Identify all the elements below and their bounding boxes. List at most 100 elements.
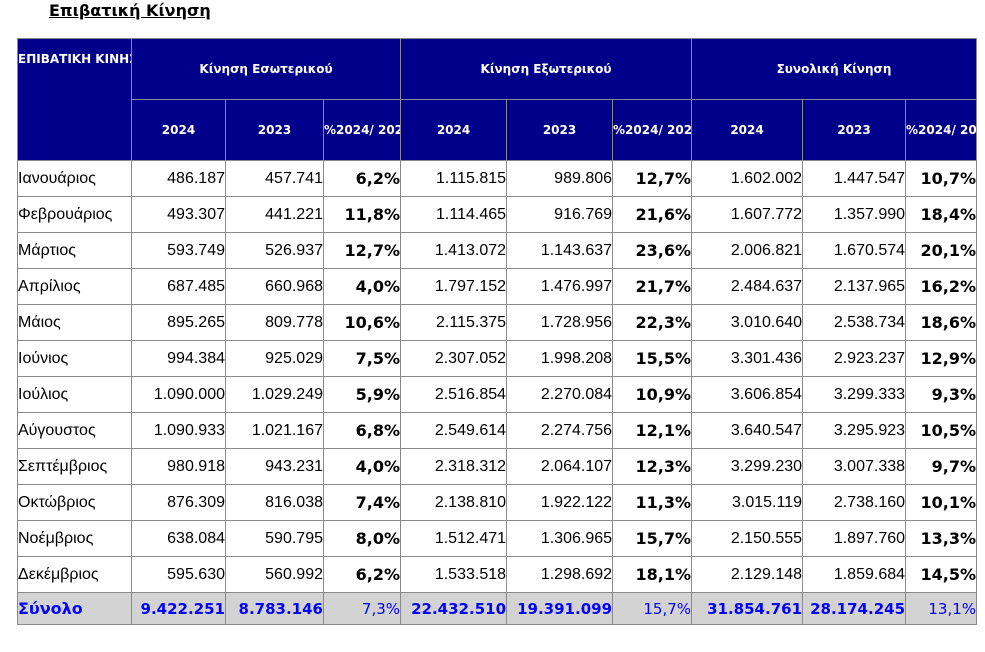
domestic-pct-cell: 11,8%	[322, 196, 402, 233]
domestic-2023-cell: 1.021.167	[225, 412, 324, 449]
total-2024-cell: 2.484.637	[691, 268, 804, 305]
month-cell: Απρίλιος	[17, 268, 132, 305]
international-pct-cell: 12,7%	[612, 160, 693, 197]
total-2024-cell: 31.854.761	[691, 592, 804, 625]
col-header-tot-2023: 2023	[802, 99, 907, 161]
table-row: Ιούνιος 994.384 925.029 7,5% 2.307.052 1.998.…	[17, 340, 978, 377]
domestic-pct-cell: 6,2%	[322, 160, 402, 197]
international-pct-cell: 12,3%	[612, 448, 693, 485]
domestic-2024-cell: 9.422.251	[131, 592, 226, 625]
month-cell: Σύνολο	[17, 592, 132, 625]
international-2024-cell: 2.307.052	[400, 340, 508, 377]
total-2023-cell: 3.007.338	[802, 448, 907, 485]
col-header-int-pct: %2024/ 2023	[612, 99, 693, 161]
domestic-2023-cell: 925.029	[225, 340, 324, 377]
international-pct-cell: 15,5%	[612, 340, 693, 377]
domestic-pct-cell: 7,4%	[322, 484, 402, 521]
international-2023-cell: 2.064.107	[506, 448, 614, 485]
total-pct-cell: 9,7%	[905, 448, 978, 485]
domestic-2023-cell: 8.783.146	[225, 592, 324, 625]
table-row: Φεβρουάριος 493.307 441.221 11,8% 1.114.465 9…	[17, 196, 978, 233]
domestic-2024-cell: 493.307	[131, 196, 226, 233]
month-cell: Νοέμβριος	[17, 520, 132, 557]
international-2023-cell: 1.728.956	[506, 304, 614, 341]
international-2023-cell: 1.143.637	[506, 232, 614, 269]
international-2023-cell: 916.769	[506, 196, 614, 233]
month-cell: Αύγουστος	[17, 412, 132, 449]
international-2024-cell: 1.797.152	[400, 268, 508, 305]
month-cell: Σεπτέμβριος	[17, 448, 132, 485]
table-row: Αύγουστος 1.090.933 1.021.167 6,8% 2.549.614…	[17, 412, 978, 449]
col-header-int-2024: 2024	[400, 99, 508, 161]
table-row: Οκτώβριος 876.309 816.038 7,4% 2.138.810 1.92…	[17, 484, 978, 521]
header-row-years: 2024 2023 %2024/ 2023 2024 2023 %2024/ 2…	[18, 99, 978, 161]
domestic-2023-cell: 441.221	[225, 196, 324, 233]
total-2023-cell: 3.299.333	[802, 376, 907, 413]
domestic-pct-cell: 8,0%	[322, 520, 402, 557]
total-pct-cell: 16,2%	[905, 268, 978, 305]
month-cell: Ιανουάριος	[17, 160, 132, 197]
domestic-pct-cell: 6,8%	[322, 412, 402, 449]
international-2024-cell: 2.318.312	[400, 448, 508, 485]
table-row: Δεκέμβριος 595.630 560.992 6,2% 1.533.518 1.2…	[17, 556, 978, 593]
total-2023-cell: 1.670.574	[802, 232, 907, 269]
passenger-traffic-table: ΕΠΙΒΑΤΙΚΗ ΚΙΝΗΣΗ Κίνηση Εσωτερικού Κίνησ…	[17, 38, 978, 625]
month-cell: Δεκέμβριος	[17, 556, 132, 593]
total-2024-cell: 3.606.854	[691, 376, 804, 413]
total-pct-cell: 12,9%	[905, 340, 978, 377]
domestic-pct-cell: 10,6%	[322, 304, 402, 341]
total-2024-cell: 1.607.772	[691, 196, 804, 233]
domestic-2024-cell: 687.485	[131, 268, 226, 305]
total-2024-cell: 1.602.002	[691, 160, 804, 197]
total-row: Σύνολο 9.422.251 8.783.146 7,3% 22.432.510 19…	[17, 592, 978, 625]
domestic-2023-cell: 457.741	[225, 160, 324, 197]
row-label-header: ΕΠΙΒΑΤΙΚΗ ΚΙΝΗΣΗ	[17, 38, 132, 161]
total-2023-cell: 2.738.160	[802, 484, 907, 521]
total-pct-cell: 13,3%	[905, 520, 978, 557]
international-2023-cell: 1.476.997	[506, 268, 614, 305]
table-row: Ιανουάριος 486.187 457.741 6,2% 1.115.815 989…	[17, 160, 978, 197]
table-row: Σεπτέμβριος 980.918 943.231 4,0% 2.318.312 2.…	[17, 448, 978, 485]
domestic-2024-cell: 980.918	[131, 448, 226, 485]
domestic-2023-cell: 943.231	[225, 448, 324, 485]
total-pct-cell: 13,1%	[905, 592, 978, 625]
international-2023-cell: 1.922.122	[506, 484, 614, 521]
international-2024-cell: 2.138.810	[400, 484, 508, 521]
international-pct-cell: 21,6%	[612, 196, 693, 233]
domestic-2023-cell: 1.029.249	[225, 376, 324, 413]
domestic-pct-cell: 4,0%	[322, 268, 402, 305]
month-cell: Μάιος	[17, 304, 132, 341]
total-pct-cell: 10,1%	[905, 484, 978, 521]
total-2023-cell: 1.357.990	[802, 196, 907, 233]
total-2023-cell: 28.174.245	[802, 592, 907, 625]
total-pct-cell: 18,4%	[905, 196, 978, 233]
total-2024-cell: 3.299.230	[691, 448, 804, 485]
domestic-2023-cell: 560.992	[225, 556, 324, 593]
domestic-2023-cell: 816.038	[225, 484, 324, 521]
domestic-2024-cell: 1.090.000	[131, 376, 226, 413]
total-2023-cell: 2.923.237	[802, 340, 907, 377]
domestic-2024-cell: 994.384	[131, 340, 226, 377]
total-2024-cell: 2.129.148	[691, 556, 804, 593]
table-row: Μάρτιος 593.749 526.937 12,7% 1.413.072 1.143…	[17, 232, 978, 269]
total-pct-cell: 10,7%	[905, 160, 978, 197]
total-2023-cell: 1.859.684	[802, 556, 907, 593]
international-pct-cell: 11,3%	[612, 484, 693, 521]
domestic-pct-cell: 6,2%	[322, 556, 402, 593]
total-2023-cell: 2.137.965	[802, 268, 907, 305]
international-pct-cell: 15,7%	[612, 520, 693, 557]
total-2024-cell: 2.150.555	[691, 520, 804, 557]
total-2024-cell: 3.301.436	[691, 340, 804, 377]
domestic-2024-cell: 486.187	[131, 160, 226, 197]
col-header-int-2023: 2023	[506, 99, 614, 161]
total-2023-cell: 1.447.547	[802, 160, 907, 197]
international-2024-cell: 1.413.072	[400, 232, 508, 269]
international-2024-cell: 2.549.614	[400, 412, 508, 449]
international-2023-cell: 1.306.965	[506, 520, 614, 557]
international-pct-cell: 12,1%	[612, 412, 693, 449]
total-pct-cell: 18,6%	[905, 304, 978, 341]
total-2024-cell: 2.006.821	[691, 232, 804, 269]
group-header-domestic: Κίνηση Εσωτερικού	[130, 38, 402, 100]
international-2024-cell: 22.432.510	[400, 592, 508, 625]
domestic-2024-cell: 593.749	[131, 232, 226, 269]
